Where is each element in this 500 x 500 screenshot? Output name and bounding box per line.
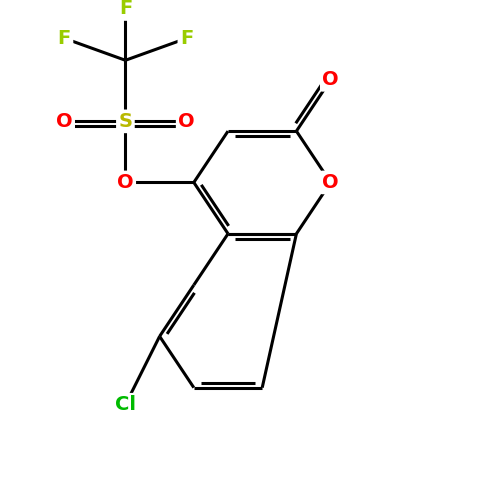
Text: O: O xyxy=(178,112,195,131)
Text: F: F xyxy=(180,29,193,48)
Text: F: F xyxy=(119,0,132,18)
Text: O: O xyxy=(56,112,72,131)
Text: F: F xyxy=(58,29,71,48)
Text: O: O xyxy=(117,173,134,192)
Text: Cl: Cl xyxy=(115,395,136,414)
Text: O: O xyxy=(322,70,339,90)
Text: O: O xyxy=(322,173,339,192)
Text: S: S xyxy=(118,112,132,131)
